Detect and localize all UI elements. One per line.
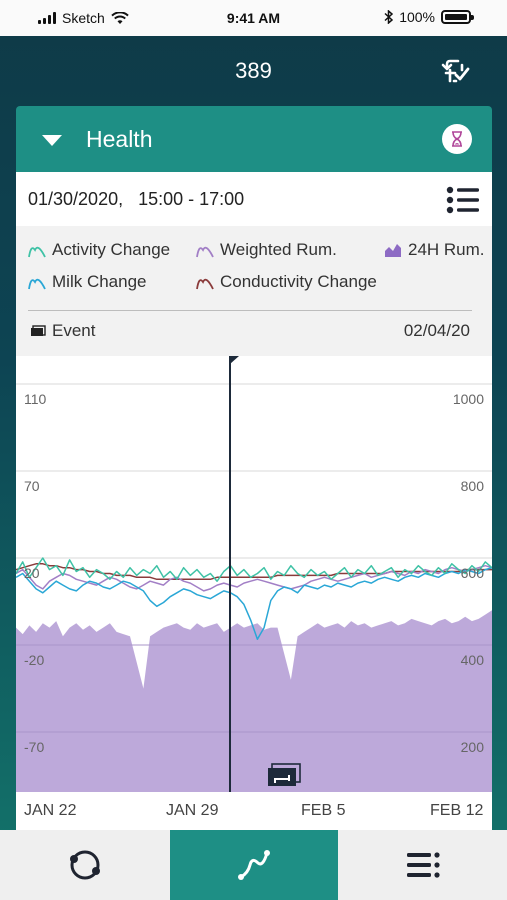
legend-label: Milk Change: [52, 272, 147, 291]
event-date: 02/04/20: [403, 321, 470, 340]
status-bar: Sketch 9:41 AM 100%: [0, 0, 507, 36]
legend-activity-change[interactable]: Activity Change: [28, 240, 170, 260]
legend-weighted-rum[interactable]: Weighted Rum.: [196, 240, 337, 260]
top-header: 389: [0, 36, 507, 106]
cow-id: 389: [235, 58, 272, 83]
status-time: 9:41 AM: [226, 10, 281, 26]
nav-tab-overview[interactable]: [0, 830, 170, 900]
wifi-icon: [111, 11, 129, 24]
legend-label: Conductivity Change: [220, 272, 377, 291]
area-chart-icon: [385, 244, 401, 257]
legend-label: Weighted Rum.: [220, 240, 337, 259]
bluetooth-icon: [384, 10, 394, 24]
right-axis-tick: 800: [461, 478, 485, 494]
x-axis: JAN 22 JAN 29 FEB 5 FEB 12: [16, 792, 492, 830]
series-weighted-rum-line: [15, 564, 493, 592]
x-tick-label: FEB 12: [430, 802, 484, 819]
battery-icon: [441, 10, 474, 24]
right-axis-tick: 600: [461, 565, 485, 581]
conductivity-line-icon: [196, 278, 214, 290]
legend-label: Activity Change: [52, 240, 171, 259]
event-icon: [268, 768, 296, 786]
battery-percent: 100%: [399, 9, 435, 25]
chart-legend: Activity Change Weighted Rum. 24H Rum. M…: [16, 226, 492, 356]
left-axis-tick: 20: [24, 565, 40, 581]
event-icon: [31, 325, 46, 336]
collapse-caret-icon[interactable]: [42, 135, 62, 146]
nav-tab-list[interactable]: [338, 830, 507, 900]
event-label: Event: [52, 321, 96, 340]
selected-datetime: 01/30/2020, 15:00 - 17:00: [28, 189, 245, 209]
health-card-header[interactable]: Health: [16, 106, 492, 172]
left-axis-tick: 110: [24, 391, 47, 407]
bottom-nav: [0, 830, 507, 900]
rumination-line-icon: [196, 246, 214, 258]
signal-icon: [38, 12, 56, 24]
sync-check-icon[interactable]: [441, 56, 471, 86]
left-axis-tick: -20: [24, 652, 44, 668]
event-marker-flag: [230, 356, 239, 364]
x-tick-label: JAN 29: [166, 802, 219, 819]
x-tick-label: JAN 22: [24, 802, 77, 819]
chart-svg[interactable]: 110 70 20 -20 -70 1000 800 600 400 200: [15, 356, 493, 792]
left-axis-tick: -70: [24, 739, 44, 755]
health-chart[interactable]: 110 70 20 -20 -70 1000 800 600 400 200: [15, 356, 493, 792]
card-title: Health: [86, 126, 153, 152]
legend-milk-change[interactable]: Milk Change: [28, 272, 147, 292]
carrier-label: Sketch: [62, 10, 105, 26]
health-card-body: 01/30/2020, 15:00 - 17:00 Activity Chang…: [15, 172, 493, 830]
x-tick-label: FEB 5: [301, 802, 346, 819]
hourglass-icon: [452, 131, 462, 147]
cycle-icon: [70, 850, 100, 880]
list-icon: [406, 852, 440, 878]
date-row: 01/30/2020, 15:00 - 17:00: [16, 172, 492, 226]
list-menu-icon[interactable]: [446, 186, 480, 214]
legend-label: 24H Rum.: [408, 240, 485, 259]
status-right: 100%: [384, 9, 474, 25]
series-activity-line: [15, 557, 493, 582]
left-axis-tick: 70: [24, 478, 40, 494]
hourglass-button[interactable]: [442, 124, 472, 154]
series-milk-line: [15, 566, 493, 640]
series-24h-rum-area: [16, 610, 492, 792]
activity-line-icon: [28, 246, 46, 258]
legend-24h-rum[interactable]: 24H Rum.: [384, 240, 485, 260]
graph-line-icon: [238, 850, 270, 880]
right-axis-tick: 400: [461, 652, 485, 668]
milk-line-icon: [28, 278, 46, 290]
legend-conductivity-change[interactable]: Conductivity Change: [196, 272, 377, 292]
legend-divider: [28, 310, 472, 311]
right-axis-tick: 1000: [453, 391, 484, 407]
nav-tab-graph[interactable]: [170, 830, 338, 900]
status-left: Sketch: [38, 10, 129, 26]
event-legend[interactable]: Event: [30, 321, 95, 341]
cow-icon: [274, 775, 290, 783]
right-axis-tick: 200: [461, 739, 485, 755]
